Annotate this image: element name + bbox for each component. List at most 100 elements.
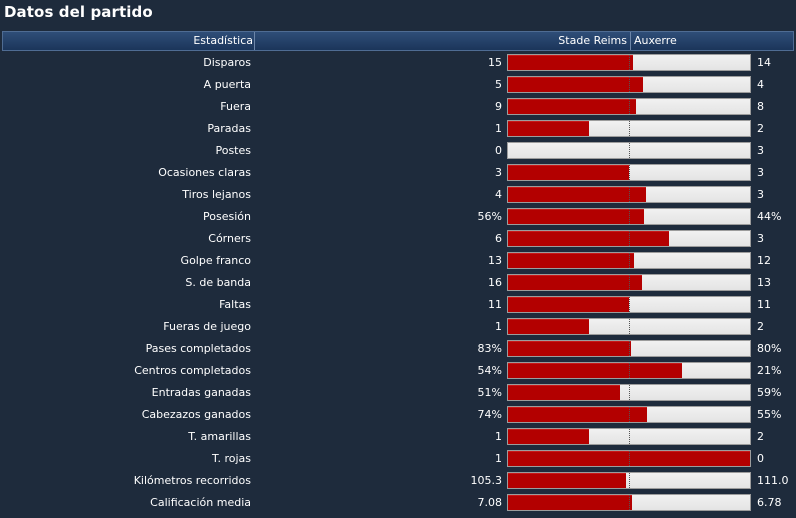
home-share-fill	[508, 253, 634, 268]
comparison-bar	[507, 318, 751, 335]
comparison-bar	[507, 340, 751, 357]
home-value: 1	[495, 452, 502, 465]
home-value: 15	[488, 56, 502, 69]
away-value: 4	[757, 78, 764, 91]
column-divider[interactable]	[254, 32, 255, 50]
home-share-fill	[508, 275, 642, 290]
stat-label: Posesión	[203, 210, 251, 223]
comparison-bar	[507, 406, 751, 423]
away-value: 12	[757, 254, 771, 267]
comparison-bar	[507, 450, 751, 467]
stat-row: Kilómetros recorridos 105.3 111.0	[0, 470, 796, 492]
stat-row: Entradas ganadas 51% 59%	[0, 382, 796, 404]
home-value: 4	[495, 188, 502, 201]
stat-label: T. rojas	[212, 452, 251, 465]
column-header-away-team[interactable]: Auxerre	[634, 34, 677, 47]
home-share-fill	[508, 495, 632, 510]
midpoint-marker	[629, 77, 630, 92]
comparison-bar	[507, 142, 751, 159]
away-value: 44%	[757, 210, 782, 223]
home-value: 1	[495, 122, 502, 135]
midpoint-marker	[629, 429, 630, 444]
stat-label: Córners	[208, 232, 251, 245]
stat-row: Fuera 9 8	[0, 96, 796, 118]
stat-label: Cabezazos ganados	[141, 408, 251, 421]
home-share-fill	[508, 319, 589, 334]
stat-label: Calificación media	[150, 496, 251, 509]
home-value: 11	[488, 298, 502, 311]
stat-row: Centros completados 54% 21%	[0, 360, 796, 382]
midpoint-marker	[629, 231, 630, 246]
away-value: 3	[757, 166, 764, 179]
home-share-fill	[508, 121, 589, 136]
home-share-fill	[508, 187, 647, 202]
home-value: 56%	[477, 210, 502, 223]
stat-row: Ocasiones claras 3 3	[0, 162, 796, 184]
away-value: 8	[757, 100, 764, 113]
midpoint-marker	[629, 297, 630, 312]
stat-label: Ocasiones claras	[158, 166, 251, 179]
comparison-bar	[507, 384, 751, 401]
stats-table-header: Estadística Stade Reims Auxerre	[2, 31, 794, 51]
home-share-fill	[508, 473, 626, 488]
stat-row: Postes 0 3	[0, 140, 796, 162]
home-share-fill	[508, 165, 629, 180]
comparison-bar	[507, 296, 751, 313]
stat-label: Entradas ganadas	[151, 386, 251, 399]
stats-table-body: Disparos 15 14 A puerta 5 4 Fuera 9 8 Paradas 1 2 Po…	[0, 52, 796, 514]
home-value: 83%	[477, 342, 502, 355]
stat-row: Córners 6 3	[0, 228, 796, 250]
stat-row: Paradas 1 2	[0, 118, 796, 140]
comparison-bar	[507, 120, 751, 137]
home-share-fill	[508, 429, 589, 444]
midpoint-marker	[629, 187, 630, 202]
stat-label: Tiros lejanos	[182, 188, 251, 201]
away-value: 0	[757, 452, 764, 465]
home-value: 6	[495, 232, 502, 245]
stat-row: T. rojas 1 0	[0, 448, 796, 470]
stat-label: A puerta	[203, 78, 251, 91]
comparison-bar	[507, 252, 751, 269]
comparison-bar	[507, 76, 751, 93]
midpoint-marker	[629, 495, 630, 510]
home-share-fill	[508, 363, 683, 378]
home-value: 1	[495, 430, 502, 443]
home-share-fill	[508, 231, 670, 246]
stat-label: Disparos	[203, 56, 251, 69]
away-value: 2	[757, 122, 764, 135]
stat-row: Faltas 11 11	[0, 294, 796, 316]
comparison-bar	[507, 186, 751, 203]
stat-label: Golpe franco	[180, 254, 251, 267]
home-value: 3	[495, 166, 502, 179]
midpoint-marker	[629, 473, 630, 488]
home-value: 5	[495, 78, 502, 91]
stat-label: Centros completados	[134, 364, 251, 377]
stat-label: Postes	[215, 144, 251, 157]
home-value: 1	[495, 320, 502, 333]
home-value: 105.3	[470, 474, 503, 487]
away-value: 14	[757, 56, 771, 69]
away-value: 3	[757, 188, 764, 201]
comparison-bar	[507, 164, 751, 181]
away-value: 55%	[757, 408, 782, 421]
midpoint-marker	[629, 209, 630, 224]
stat-label: Pases completados	[145, 342, 251, 355]
column-divider[interactable]	[630, 32, 631, 50]
stat-row: Golpe franco 13 12	[0, 250, 796, 272]
midpoint-marker	[629, 319, 630, 334]
midpoint-marker	[629, 407, 630, 422]
home-share-fill	[508, 297, 629, 312]
column-header-stat[interactable]: Estadística	[193, 34, 253, 47]
stat-row: Fueras de juego 1 2	[0, 316, 796, 338]
column-header-home-team[interactable]: Stade Reims	[558, 34, 627, 47]
stat-row: Cabezazos ganados 74% 55%	[0, 404, 796, 426]
midpoint-marker	[629, 121, 630, 136]
midpoint-marker	[629, 363, 630, 378]
away-value: 80%	[757, 342, 782, 355]
away-value: 13	[757, 276, 771, 289]
stat-label: S. de banda	[185, 276, 251, 289]
away-value: 11	[757, 298, 771, 311]
midpoint-marker	[629, 451, 630, 466]
midpoint-marker	[629, 275, 630, 290]
stat-row: Posesión 56% 44%	[0, 206, 796, 228]
